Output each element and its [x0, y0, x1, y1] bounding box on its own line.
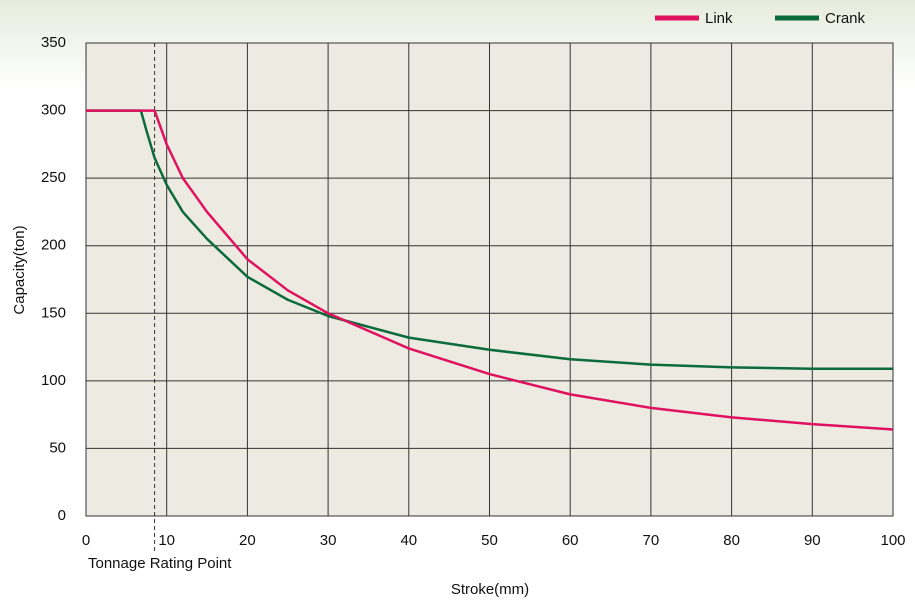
x-tick-label: 60: [562, 532, 579, 549]
x-tick-label: 70: [643, 532, 660, 549]
line-series: [86, 109, 893, 370]
x-tick-label: 30: [320, 532, 337, 549]
y-tick-label: 0: [58, 507, 66, 524]
x-tick-label: 80: [723, 532, 740, 549]
y-axis-label: Capacity(ton): [11, 225, 28, 314]
y-tick-label: 100: [41, 372, 66, 389]
x-tick-label: 100: [880, 532, 905, 549]
y-tick-label: 50: [49, 439, 66, 456]
x-tick-label: 50: [481, 532, 498, 549]
x-tick-label: 10: [158, 532, 175, 549]
y-tick-label: 350: [41, 34, 66, 51]
legend-label: Crank: [825, 10, 866, 27]
y-tick-label: 250: [41, 169, 66, 186]
x-axis-label: Stroke(mm): [451, 581, 529, 598]
x-tick-label: 90: [804, 532, 821, 549]
x-tick-label: 40: [400, 532, 417, 549]
annotation: Tonnage Rating Point: [88, 555, 232, 572]
y-tick-label: 200: [41, 237, 66, 254]
line-series: [86, 109, 894, 431]
y-tick-label: 150: [41, 304, 66, 321]
y-tick-label: 300: [41, 102, 66, 119]
legend-label: Link: [705, 10, 733, 27]
x-tick-label: 20: [239, 532, 256, 549]
x-tick-label: 0: [82, 532, 90, 549]
